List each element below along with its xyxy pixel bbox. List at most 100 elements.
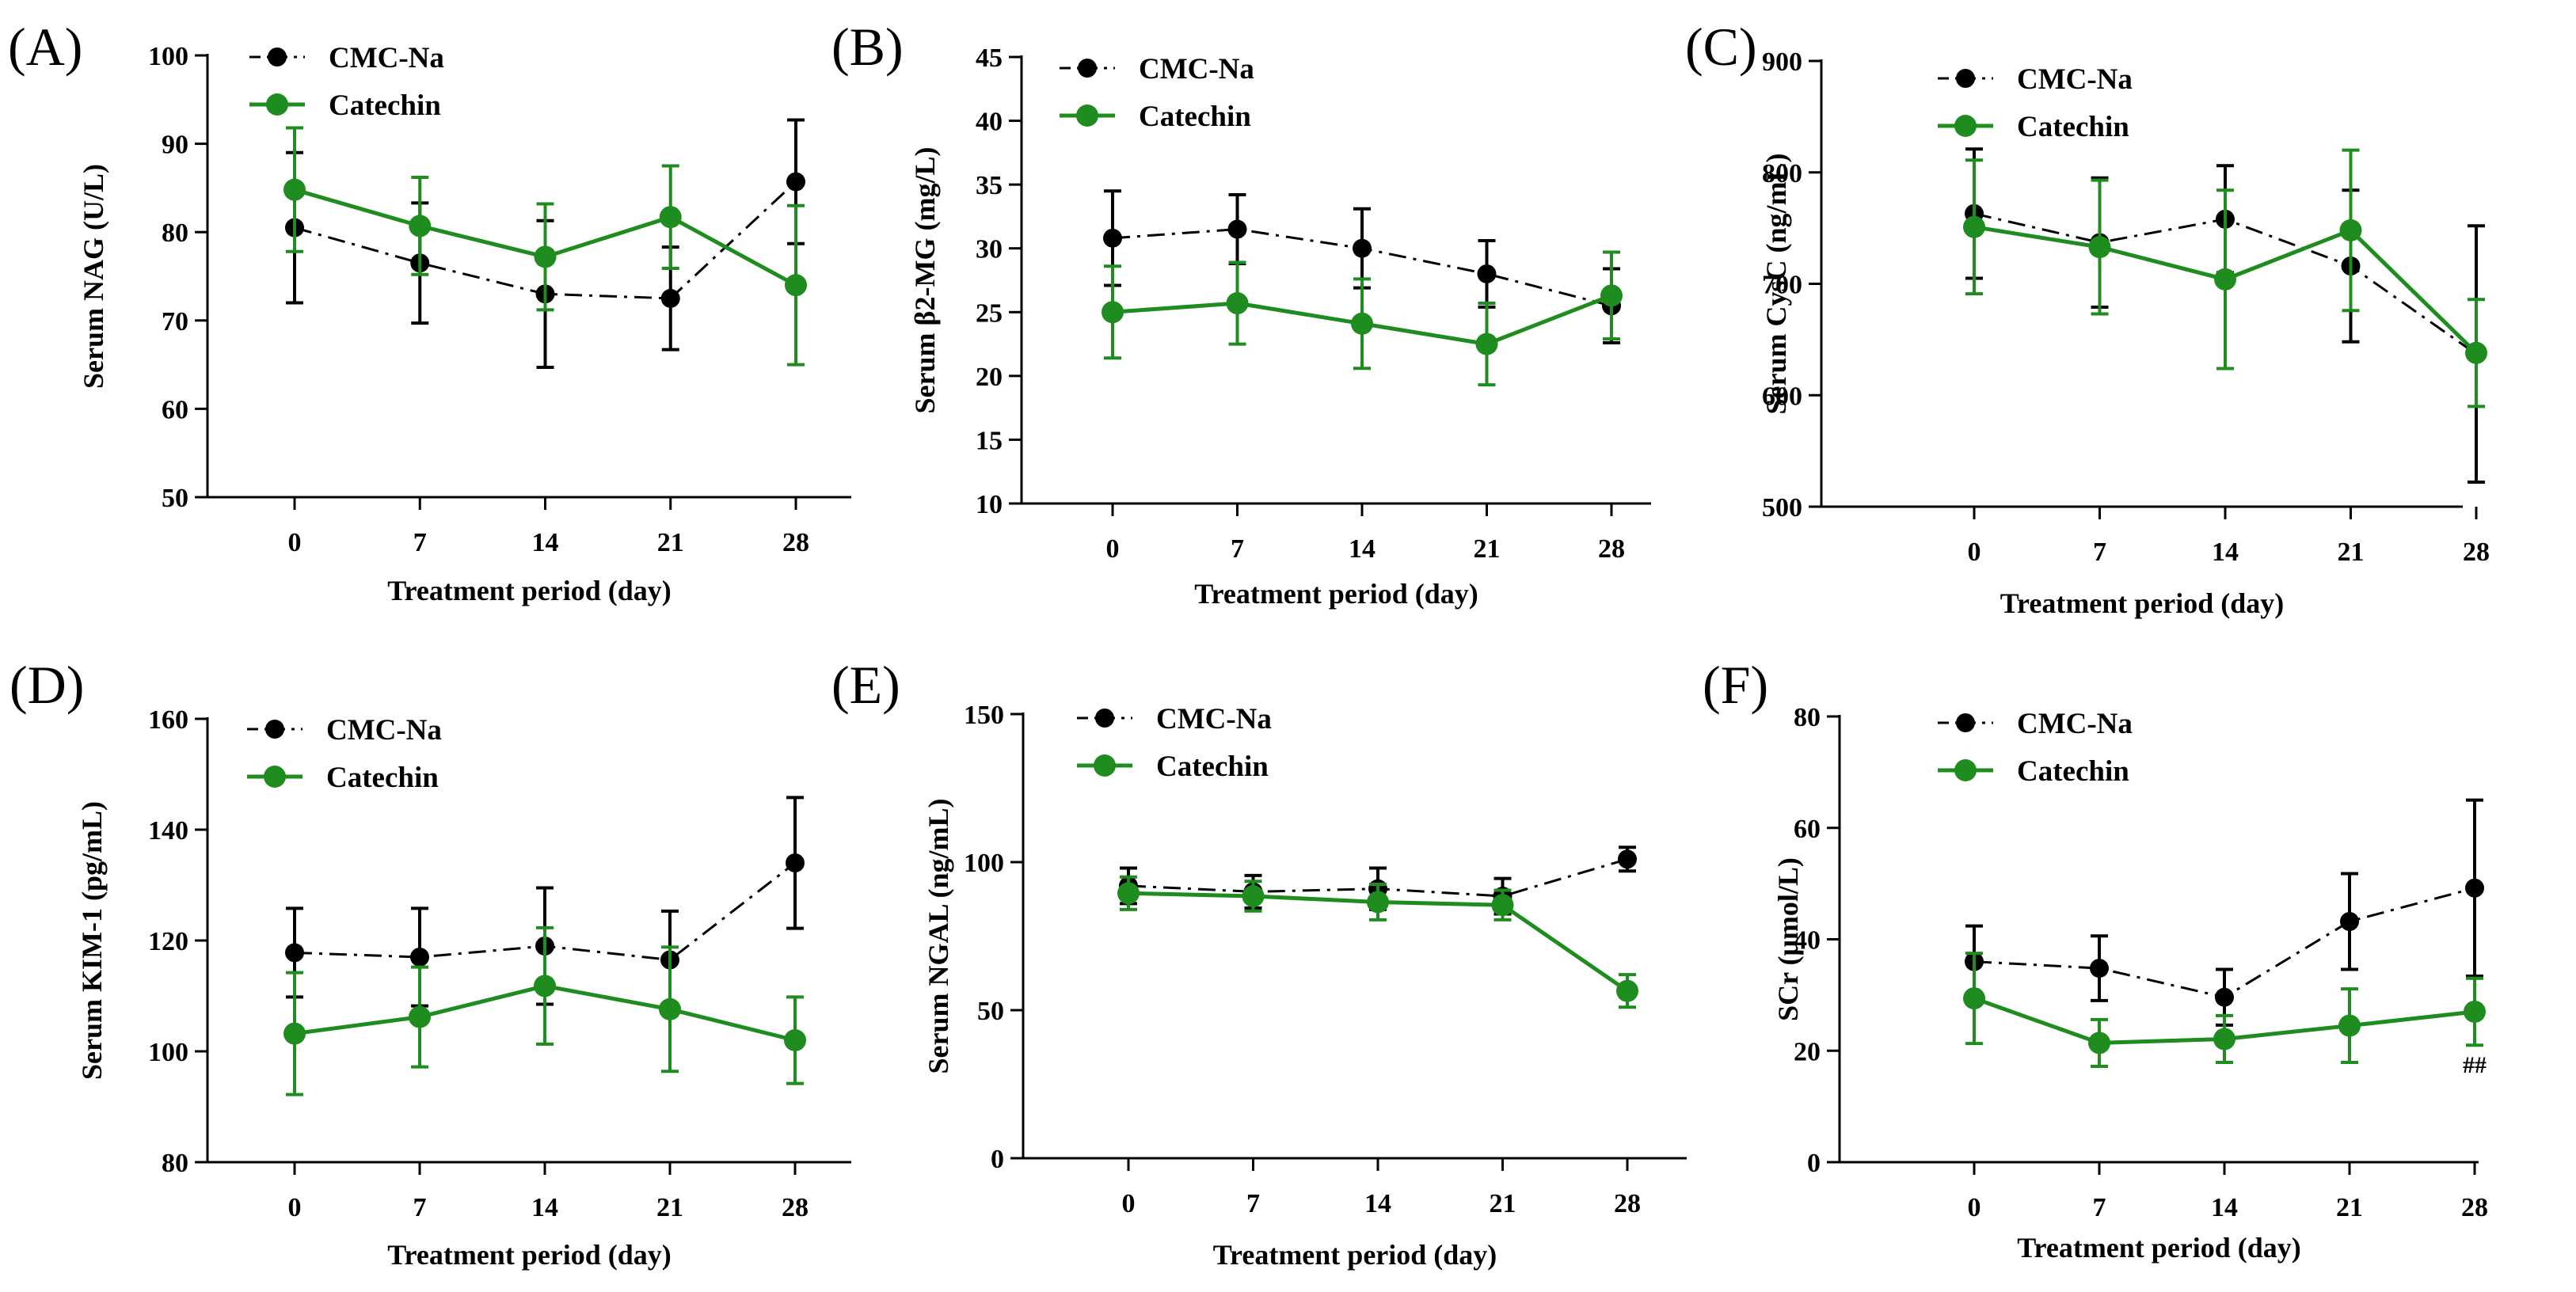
y-tick-label: 60 [1794, 815, 1821, 844]
data-point [1103, 228, 1122, 248]
x-tick-label: 21 [1474, 534, 1501, 564]
y-tick-label: 80 [162, 218, 188, 248]
data-point [283, 1022, 306, 1045]
chart-panel-e: (E) 0 50 100 150 0 7 14 21 28 Treatment period (da… [831, 655, 1687, 1271]
chart-panel-b: (B) 10 15 20 25 30 35 40 45 0 7 14 21 28 Treatment per… [831, 17, 1651, 610]
legend-marker [268, 48, 287, 66]
data-point [1353, 238, 1372, 258]
data-point [2215, 987, 2234, 1007]
x-tick-label: 7 [2093, 538, 2106, 567]
x-tick-label: 14 [1364, 1189, 1391, 1218]
data-point [2464, 1000, 2486, 1023]
x-tick-label: 28 [1598, 534, 1625, 564]
data-point [1102, 301, 1124, 324]
chart-panel-d: (D) 80 100 120 140 160 0 7 14 21 28 Treatment perio… [10, 655, 851, 1271]
x-tick-label: 0 [288, 528, 302, 557]
data-point [2090, 959, 2109, 978]
y-tick-label: 160 [148, 705, 188, 735]
legend: CMC-Na Catechin [247, 714, 442, 794]
x-tick-label: 7 [2093, 1193, 2106, 1222]
data-point [2214, 268, 2236, 291]
data-point [2465, 341, 2487, 364]
chart-panel-f: (F) 0 20 40 60 80 0 7 14 21 28 Treatment period (da… [1703, 655, 2488, 1264]
data-point [2465, 878, 2484, 898]
data-point [1475, 332, 1498, 355]
data-point [1600, 284, 1623, 307]
x-tick-label: 21 [2338, 538, 2365, 567]
legend-marker [264, 766, 286, 788]
data-point [1117, 882, 1140, 905]
y-tick-label: 0 [991, 1145, 1004, 1174]
data-point [2088, 1032, 2110, 1054]
legend-marker [1078, 59, 1097, 78]
x-tick-label: 21 [2336, 1193, 2363, 1222]
x-tick-label: 7 [1246, 1189, 1260, 1218]
x-tick-label: 0 [1122, 1189, 1136, 1218]
x-tick-label: 28 [2461, 1193, 2488, 1222]
series-catechin [1117, 875, 1638, 1009]
series-catechin [1963, 952, 2486, 1068]
x-tick-label: 28 [2463, 538, 2490, 567]
legend: CMC-Na Catechin [1938, 63, 2133, 143]
data-point [2088, 236, 2111, 259]
legend-marker [265, 720, 284, 739]
data-point [784, 1029, 806, 1051]
data-point [1616, 979, 1638, 1002]
x-tick-label: 0 [1968, 1193, 1981, 1222]
legend-marker [1095, 709, 1114, 728]
data-point [2339, 218, 2362, 241]
legend-label: Catechin [1139, 101, 1251, 133]
legend-marker [1094, 754, 1116, 777]
y-axis-title: Serum KIM-1 (pg/mL) [76, 801, 108, 1080]
data-point [1963, 987, 1985, 1010]
data-point [2340, 911, 2359, 931]
series-catechin [1963, 148, 2487, 408]
x-tick-label: 28 [782, 1193, 809, 1222]
y-tick-label: 120 [148, 927, 188, 956]
x-tick-label: 21 [1490, 1189, 1516, 1218]
chart-panel-c: (C) 500 600 700 800 900 0 7 14 21 28 Treatment peri… [1685, 17, 2490, 619]
y-tick-label: 20 [976, 363, 1003, 392]
data-point [786, 853, 805, 872]
x-tick-label: 0 [288, 1193, 302, 1222]
x-tick-label: 0 [1106, 534, 1120, 564]
chart-panel-a: (A) 50 60 70 80 90 100 0 7 14 21 28 Treatment period… [8, 17, 851, 606]
data-point [785, 274, 807, 297]
legend-label: CMC-Na [329, 42, 444, 74]
x-axis-title: Treatment period (day) [2000, 587, 2285, 619]
y-tick-label: 25 [976, 298, 1003, 328]
x-tick-label: 21 [657, 528, 684, 557]
panel-letter: (E) [831, 655, 900, 715]
data-point [1491, 894, 1514, 917]
y-tick-label: 40 [976, 108, 1003, 137]
x-axis-title: Treatment period (day) [1213, 1239, 1497, 1271]
x-tick-label: 14 [531, 1193, 558, 1222]
y-tick-label: 800 [1762, 159, 1802, 188]
y-axis-title: Serum NGAL (ng/mL) [923, 798, 954, 1074]
data-point [1367, 891, 1389, 914]
y-axis-title: SCr (μmol/L) [1772, 857, 1804, 1021]
data-point [534, 245, 557, 268]
y-tick-label: 100 [964, 849, 1004, 878]
y-tick-label: 100 [148, 1038, 188, 1067]
y-tick-label: 10 [976, 490, 1003, 519]
legend-label: Catechin [329, 89, 441, 122]
legend-marker [1954, 115, 1977, 137]
legend-label: CMC-Na [2017, 708, 2133, 740]
data-point [659, 206, 682, 229]
series-cmc-na [1965, 798, 2484, 1027]
legend-marker [1956, 69, 1975, 88]
y-tick-label: 40 [1794, 926, 1821, 956]
y-tick-label: 900 [1762, 48, 1802, 77]
y-tick-label: 35 [976, 171, 1003, 200]
x-axis-title: Treatment period (day) [387, 1239, 672, 1271]
legend-label: CMC-Na [1156, 703, 1272, 735]
x-tick-label: 7 [413, 528, 427, 557]
series-catechin [1102, 250, 1623, 387]
y-tick-label: 60 [162, 395, 188, 424]
data-point [534, 975, 556, 998]
x-axis-title: Treatment period (day) [1194, 578, 1478, 610]
legend-marker [1956, 713, 1975, 732]
data-point [1618, 849, 1637, 869]
y-tick-label: 20 [1794, 1037, 1821, 1066]
